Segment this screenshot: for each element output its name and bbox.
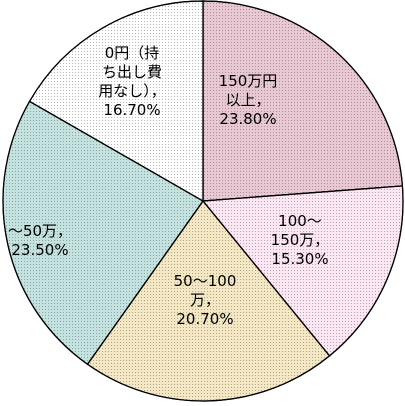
pie-slice-texture-1 <box>202 0 404 202</box>
pie-slice-texture-4 <box>2 100 204 366</box>
pie-slice-texture-2 <box>201 185 404 357</box>
pie-slice-texture-3 <box>86 200 331 402</box>
pie-slice-texture-5 <box>28 0 204 203</box>
